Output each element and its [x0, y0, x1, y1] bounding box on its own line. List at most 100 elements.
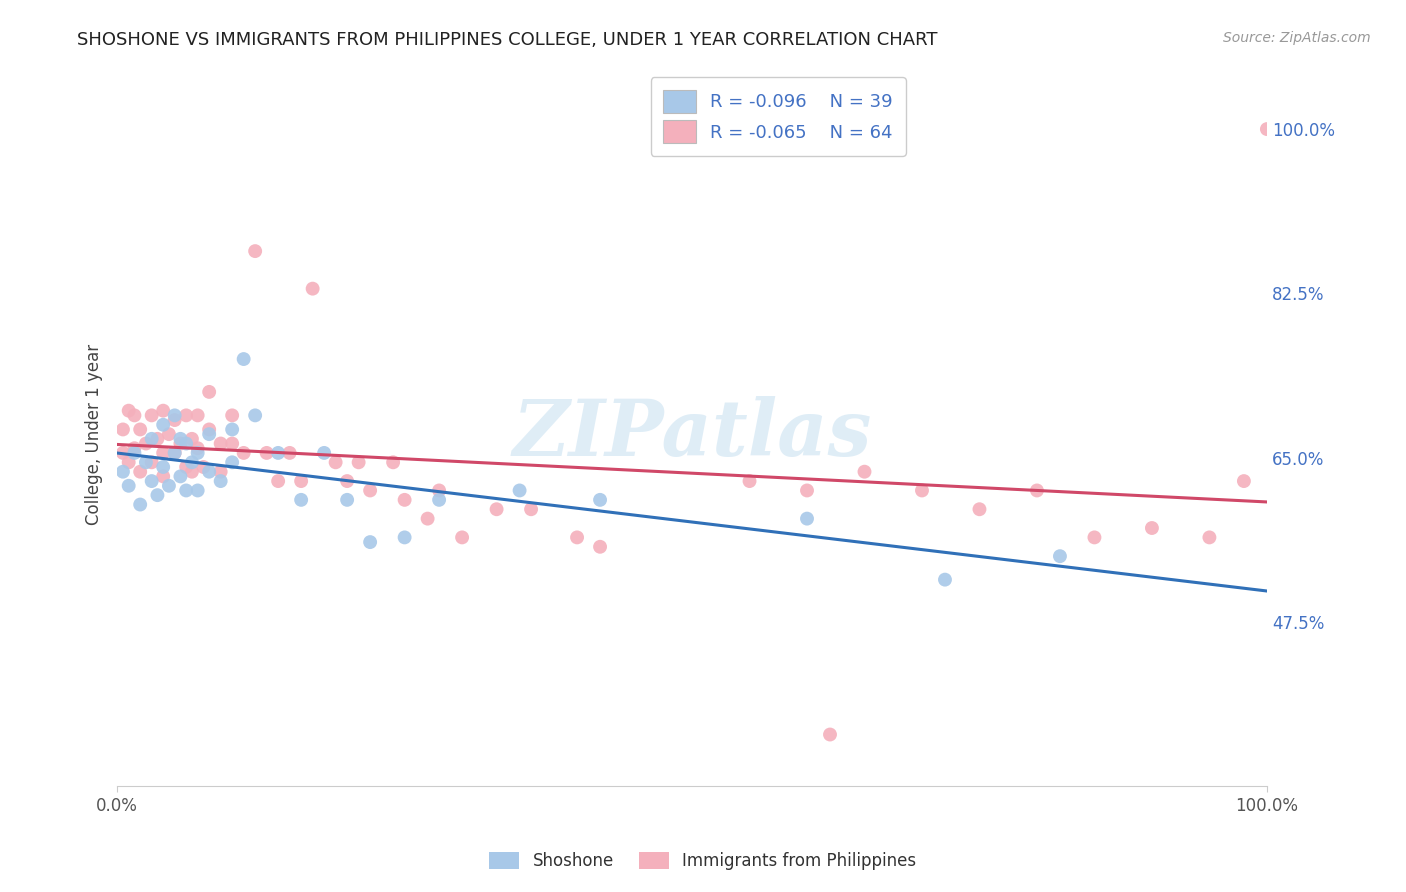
- Point: [198, 384, 221, 399]
- Point: [152, 469, 174, 483]
- Point: [243, 409, 266, 423]
- Point: [290, 492, 312, 507]
- Point: [118, 479, 141, 493]
- Point: [256, 446, 278, 460]
- Point: [146, 432, 169, 446]
- Point: [336, 474, 359, 488]
- Point: [129, 422, 152, 436]
- Point: [209, 474, 232, 488]
- Point: [738, 474, 761, 488]
- Point: [187, 409, 209, 423]
- Point: [1198, 530, 1220, 544]
- Point: [169, 469, 191, 483]
- Point: [969, 502, 991, 516]
- Point: [141, 474, 163, 488]
- Point: [111, 422, 134, 436]
- Point: [314, 446, 336, 460]
- Point: [157, 427, 180, 442]
- Point: [1233, 474, 1256, 488]
- Point: [243, 244, 266, 259]
- Text: SHOSHONE VS IMMIGRANTS FROM PHILIPPINES COLLEGE, UNDER 1 YEAR CORRELATION CHART: SHOSHONE VS IMMIGRANTS FROM PHILIPPINES …: [77, 31, 938, 49]
- Point: [187, 446, 209, 460]
- Point: [359, 483, 381, 498]
- Point: [141, 409, 163, 423]
- Point: [1256, 122, 1278, 136]
- Point: [157, 479, 180, 493]
- Point: [129, 465, 152, 479]
- Point: [301, 282, 323, 296]
- Point: [565, 530, 588, 544]
- Point: [589, 492, 612, 507]
- Point: [152, 417, 174, 432]
- Point: [129, 498, 152, 512]
- Point: [290, 474, 312, 488]
- Point: [118, 455, 141, 469]
- Point: [911, 483, 934, 498]
- Point: [146, 488, 169, 502]
- Point: [1140, 521, 1163, 535]
- Point: [209, 465, 232, 479]
- Point: [181, 465, 204, 479]
- Point: [198, 427, 221, 442]
- Point: [1026, 483, 1049, 498]
- Point: [163, 446, 186, 460]
- Point: [209, 436, 232, 450]
- Point: [451, 530, 474, 544]
- Point: [818, 727, 841, 741]
- Text: ZIPatlas: ZIPatlas: [512, 396, 872, 473]
- Point: [221, 455, 243, 469]
- Point: [124, 409, 146, 423]
- Legend: Shoshone, Immigrants from Philippines: Shoshone, Immigrants from Philippines: [482, 845, 924, 877]
- Point: [416, 511, 439, 525]
- Point: [169, 436, 191, 450]
- Point: [325, 455, 347, 469]
- Point: [152, 446, 174, 460]
- Point: [152, 403, 174, 417]
- Point: [232, 446, 254, 460]
- Point: [267, 446, 290, 460]
- Point: [198, 465, 221, 479]
- Point: [124, 441, 146, 455]
- Point: [221, 436, 243, 450]
- Point: [359, 535, 381, 549]
- Point: [853, 465, 876, 479]
- Point: [174, 483, 197, 498]
- Point: [796, 511, 818, 525]
- Point: [796, 483, 818, 498]
- Point: [174, 436, 197, 450]
- Point: [163, 446, 186, 460]
- Point: [1083, 530, 1105, 544]
- Point: [267, 474, 290, 488]
- Point: [934, 573, 956, 587]
- Point: [509, 483, 531, 498]
- Point: [427, 492, 450, 507]
- Point: [135, 455, 157, 469]
- Point: [427, 483, 450, 498]
- Point: [520, 502, 543, 516]
- Point: [193, 460, 215, 475]
- Legend: R = -0.096    N = 39, R = -0.065    N = 64: R = -0.096 N = 39, R = -0.065 N = 64: [651, 77, 905, 156]
- Point: [394, 492, 416, 507]
- Point: [221, 409, 243, 423]
- Point: [278, 446, 301, 460]
- Point: [382, 455, 405, 469]
- Point: [485, 502, 508, 516]
- Point: [163, 413, 186, 427]
- Point: [221, 422, 243, 436]
- Point: [174, 409, 197, 423]
- Point: [174, 460, 197, 475]
- Point: [111, 465, 134, 479]
- Point: [152, 460, 174, 475]
- Point: [118, 403, 141, 417]
- Point: [394, 530, 416, 544]
- Point: [141, 455, 163, 469]
- Point: [181, 432, 204, 446]
- Point: [336, 492, 359, 507]
- Point: [1049, 549, 1071, 564]
- Point: [347, 455, 370, 469]
- Point: [141, 432, 163, 446]
- Point: [187, 483, 209, 498]
- Point: [124, 446, 146, 460]
- Point: [181, 455, 204, 469]
- Point: [163, 409, 186, 423]
